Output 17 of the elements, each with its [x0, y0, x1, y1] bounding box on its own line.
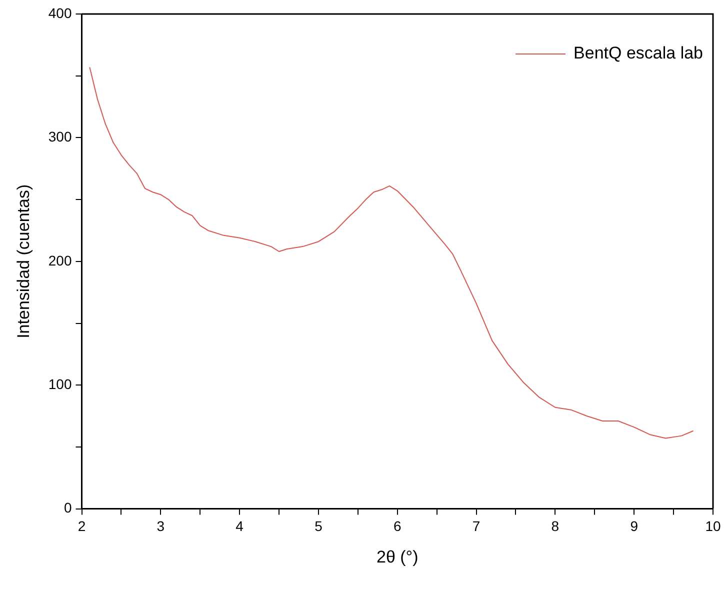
y-axis-title: Intensidad (cuentas): [14, 184, 33, 338]
x-tick-label: 3: [156, 518, 165, 534]
x-tick-label: 8: [551, 518, 560, 534]
y-tick-label: 300: [48, 128, 72, 145]
x-tick-label: 5: [314, 518, 323, 534]
x-tick-label: 6: [393, 518, 402, 534]
x-tick-label: 7: [472, 518, 480, 534]
legend-label: BentQ escala lab: [574, 44, 703, 63]
y-tick-label: 400: [48, 4, 72, 21]
x-axis-title: 2θ (°): [376, 547, 418, 566]
x-tick-label: 4: [236, 518, 244, 534]
y-tick-label: 100: [48, 376, 72, 392]
y-tick-label: 0: [64, 500, 72, 516]
x-tick-label: 2: [78, 518, 86, 534]
x-tick-label: 10: [705, 518, 721, 534]
x-tick-label: 9: [630, 518, 638, 534]
y-tick-label: 200: [48, 252, 72, 268]
